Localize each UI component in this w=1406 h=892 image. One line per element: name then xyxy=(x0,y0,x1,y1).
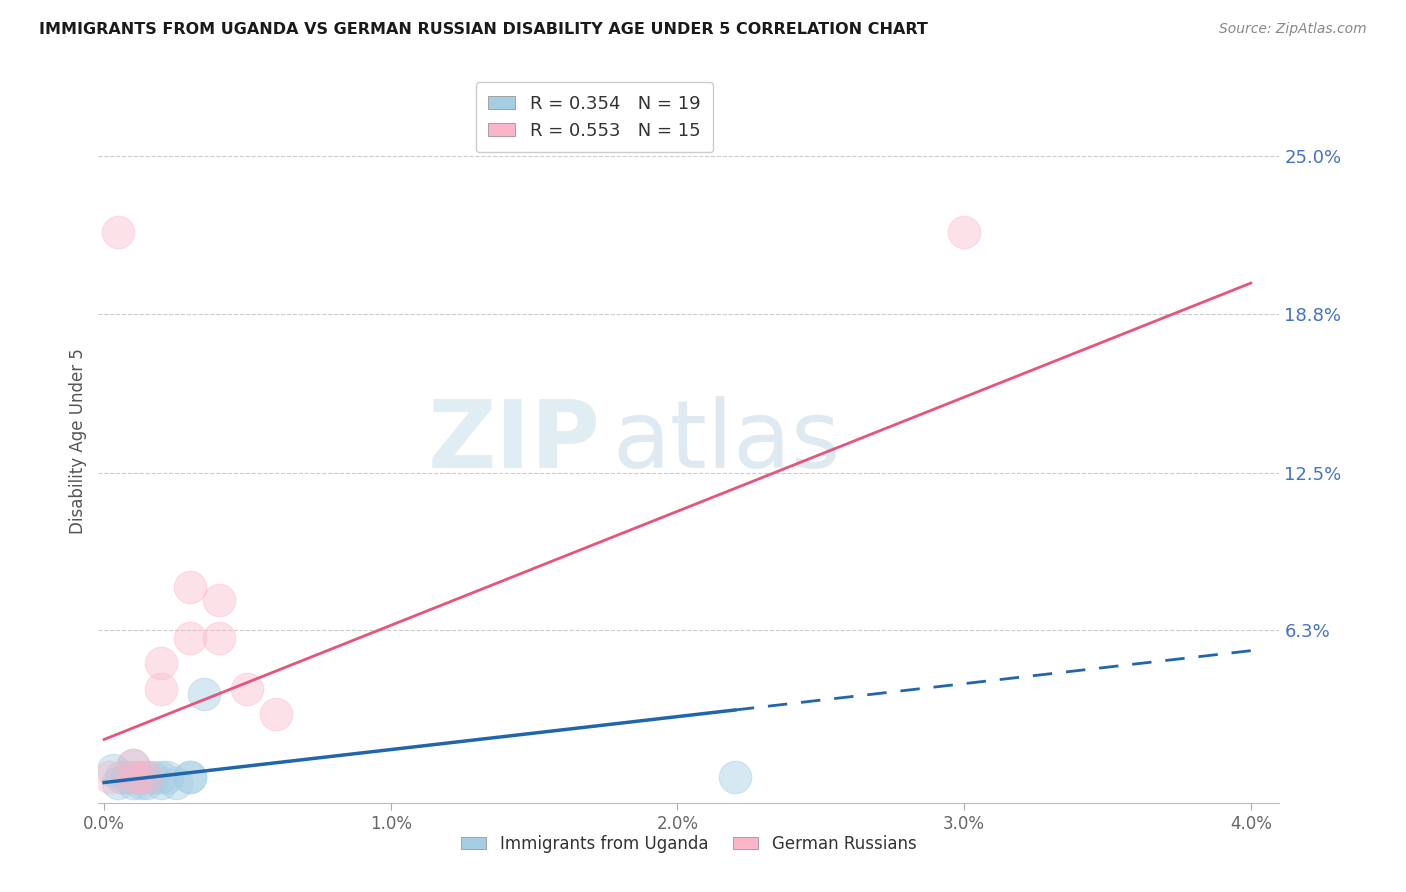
Point xyxy=(121,775,143,789)
Point xyxy=(179,580,201,594)
Point xyxy=(150,771,173,785)
Text: atlas: atlas xyxy=(612,395,841,488)
Point xyxy=(150,657,173,671)
Y-axis label: Disability Age Under 5: Disability Age Under 5 xyxy=(69,349,87,534)
Point xyxy=(179,771,201,785)
Point xyxy=(107,226,129,240)
Point xyxy=(208,631,231,645)
Point xyxy=(236,681,259,696)
Point xyxy=(128,771,150,785)
Point xyxy=(98,771,121,785)
Point xyxy=(136,771,159,785)
Point xyxy=(179,631,201,645)
Point xyxy=(724,771,747,785)
Point xyxy=(150,775,173,789)
Point xyxy=(142,771,165,785)
Point xyxy=(115,771,138,785)
Point xyxy=(101,763,124,777)
Point xyxy=(150,681,173,696)
Point xyxy=(121,771,143,785)
Point xyxy=(165,775,187,789)
Point xyxy=(136,775,159,789)
Point xyxy=(131,775,153,789)
Point xyxy=(121,757,143,772)
Point xyxy=(128,771,150,785)
Point xyxy=(136,771,159,785)
Point xyxy=(208,593,231,607)
Legend: Immigrants from Uganda, German Russians: Immigrants from Uganda, German Russians xyxy=(454,828,924,860)
Point xyxy=(107,775,129,789)
Point xyxy=(121,757,143,772)
Point xyxy=(953,226,976,240)
Point xyxy=(156,771,179,785)
Point xyxy=(110,771,132,785)
Point xyxy=(179,771,201,785)
Point xyxy=(264,707,287,722)
Text: Source: ZipAtlas.com: Source: ZipAtlas.com xyxy=(1219,22,1367,37)
Point xyxy=(193,687,215,701)
Text: ZIP: ZIP xyxy=(427,395,600,488)
Text: IMMIGRANTS FROM UGANDA VS GERMAN RUSSIAN DISABILITY AGE UNDER 5 CORRELATION CHAR: IMMIGRANTS FROM UGANDA VS GERMAN RUSSIAN… xyxy=(39,22,928,37)
